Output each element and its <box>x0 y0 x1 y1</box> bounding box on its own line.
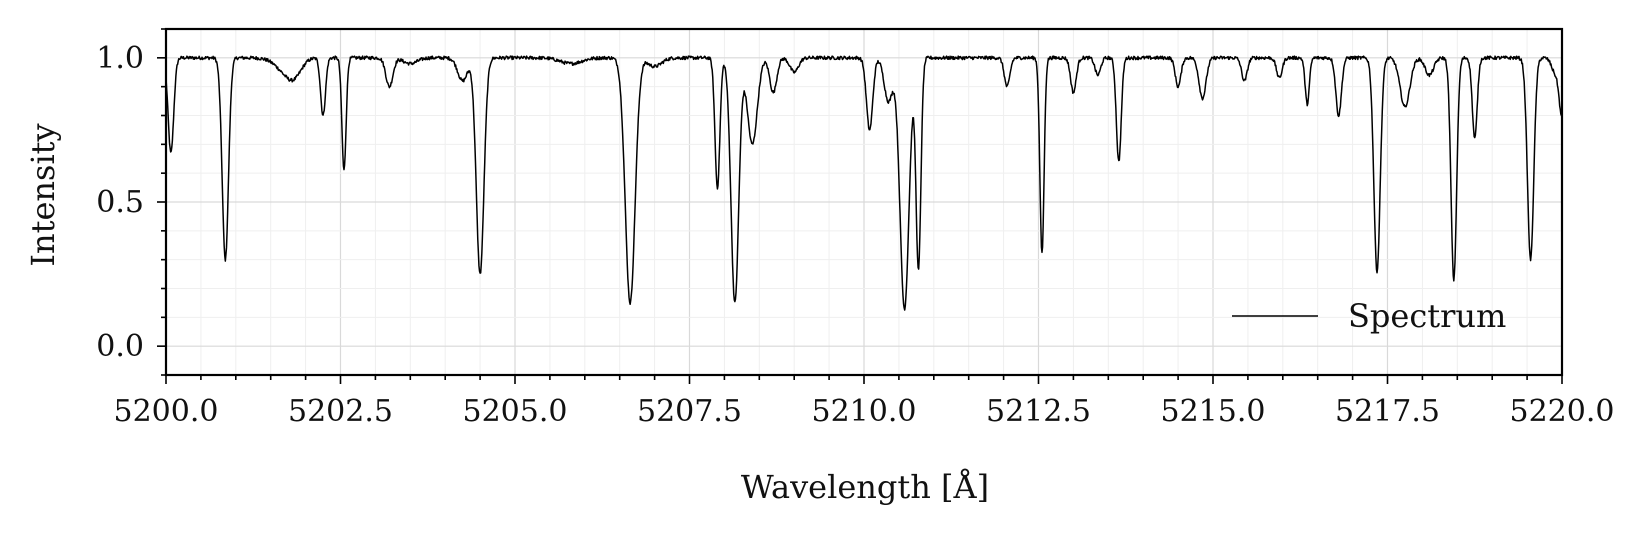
series-layer <box>165 55 1563 311</box>
axis-ticks <box>157 28 1563 384</box>
x-axis-title: Wavelength [Å] <box>741 468 989 506</box>
y-tick-label: 0.0 <box>96 329 144 364</box>
y-axis-title: Intensity <box>24 123 62 266</box>
tick-labels: 5200.0 5202.5 5205.0 5207.5 5210.0 5212.5 5215… <box>96 41 1614 429</box>
x-tick-label: 5207.5 <box>637 394 742 429</box>
x-tick-label: 5212.5 <box>986 394 1091 429</box>
x-tick-label: 5200.0 <box>114 394 219 429</box>
series-line-spectrum <box>165 55 1563 311</box>
x-tick-label: 5217.5 <box>1335 394 1440 429</box>
legend-label-spectrum: Spectrum <box>1348 297 1506 335</box>
x-tick-label: 5202.5 <box>288 394 393 429</box>
y-tick-label: 0.5 <box>96 185 144 220</box>
legend: Spectrum <box>1232 297 1506 335</box>
x-tick-label: 5205.0 <box>463 394 568 429</box>
x-tick-label: 5220.0 <box>1510 394 1615 429</box>
y-tick-label: 1.0 <box>96 41 144 76</box>
x-tick-label: 5210.0 <box>812 394 917 429</box>
x-tick-label: 5215.0 <box>1161 394 1266 429</box>
